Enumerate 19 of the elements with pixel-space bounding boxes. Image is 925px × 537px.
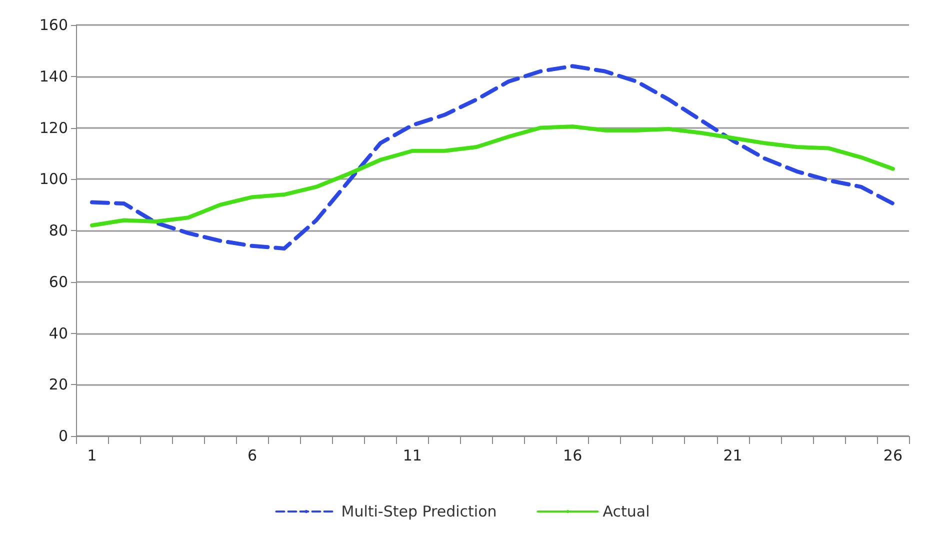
x-tick-label: 21: [723, 446, 742, 464]
x-tick-label: 11: [402, 446, 422, 464]
y-tick-label: 40: [48, 324, 68, 342]
line-series: [90, 124, 895, 228]
legend-label: Actual: [602, 502, 650, 520]
y-tick-label: 20: [48, 376, 68, 394]
line-series: [90, 64, 895, 250]
y-tick-label: 60: [48, 272, 68, 291]
x-tick-label: 16: [563, 446, 582, 464]
y-tick-label: 120: [39, 118, 68, 137]
y-tick-label: 0: [58, 427, 68, 445]
y-tick-label: 160: [39, 16, 68, 34]
x-tick-label: 1: [87, 446, 97, 464]
x-tick-label: 6: [247, 446, 257, 464]
y-tick-label: 100: [39, 170, 68, 188]
x-tick-label: 26: [883, 446, 903, 464]
y-tick-label: 140: [39, 67, 68, 86]
legend-label: Multi-Step Prediction: [341, 502, 497, 520]
y-tick-label: 80: [48, 222, 68, 240]
